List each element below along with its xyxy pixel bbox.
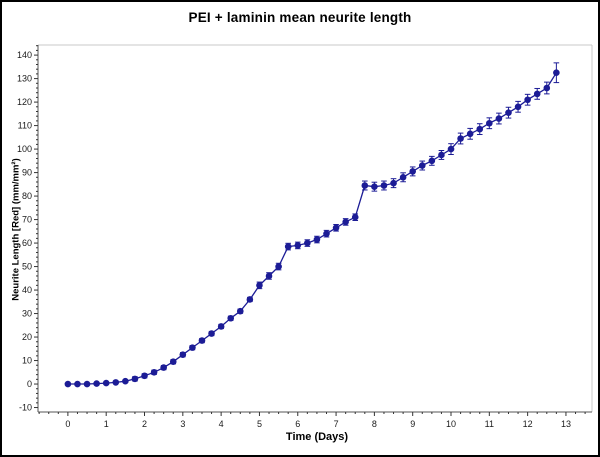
svg-text:20: 20: [22, 332, 32, 342]
svg-text:100: 100: [17, 144, 32, 154]
svg-text:8: 8: [372, 419, 377, 429]
svg-text:-10: -10: [19, 403, 32, 413]
svg-text:120: 120: [17, 97, 32, 107]
x-axis-label: Time (Days): [285, 431, 349, 443]
svg-text:9: 9: [410, 419, 415, 429]
svg-text:80: 80: [22, 191, 32, 201]
y-axis-label: Neurite Length [Red] (mm/mm²): [10, 158, 22, 301]
svg-text:10: 10: [446, 419, 456, 429]
svg-text:30: 30: [22, 309, 32, 319]
svg-text:60: 60: [22, 238, 32, 248]
svg-text:1: 1: [104, 419, 109, 429]
svg-text:0: 0: [27, 379, 32, 389]
svg-text:11: 11: [485, 419, 494, 429]
svg-text:13: 13: [561, 419, 571, 429]
chart-title: PEI + laminin mean neurite length: [188, 10, 412, 25]
svg-text:0: 0: [65, 419, 70, 429]
svg-text:12: 12: [523, 419, 533, 429]
svg-text:50: 50: [22, 262, 32, 272]
svg-text:130: 130: [17, 74, 32, 84]
svg-text:140: 140: [17, 50, 32, 60]
svg-text:6: 6: [295, 419, 300, 429]
svg-text:4: 4: [219, 419, 224, 429]
svg-text:70: 70: [22, 215, 32, 225]
svg-text:5: 5: [257, 419, 262, 429]
plot-area: 0 1 2 3 4 5 6 7 8 9 10 11 12 13-100102030405060708090…: [17, 44, 593, 429]
svg-text:40: 40: [22, 285, 32, 295]
svg-text:110: 110: [18, 121, 32, 131]
svg-text:90: 90: [22, 168, 32, 178]
svg-text:10: 10: [22, 356, 32, 366]
svg-text:3: 3: [180, 419, 185, 429]
svg-text:2: 2: [142, 419, 147, 429]
svg-text:7: 7: [334, 419, 339, 429]
